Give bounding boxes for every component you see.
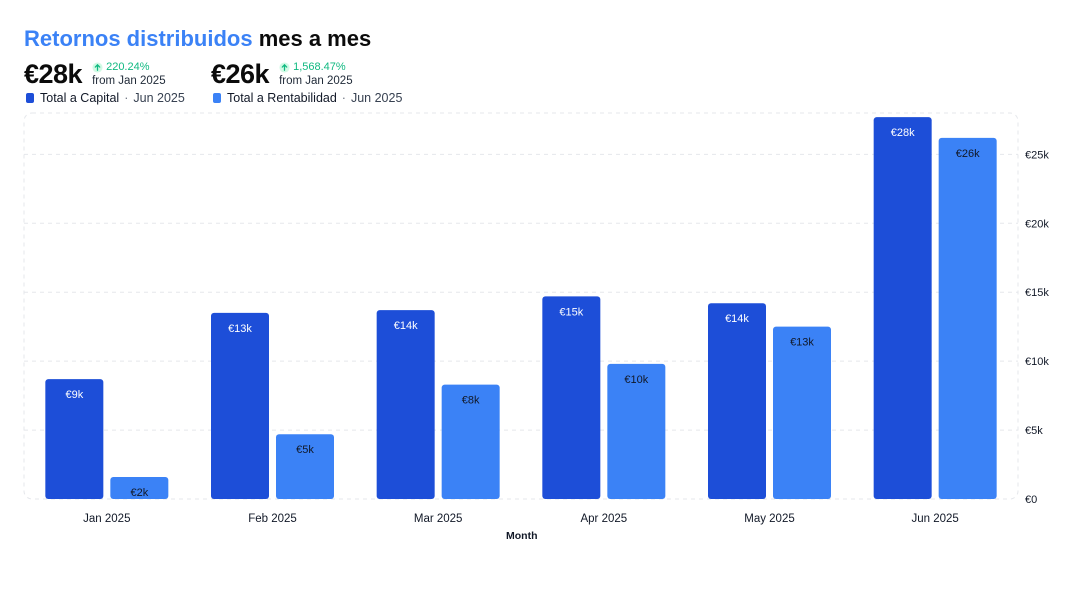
x-tick-label: May 2025 — [744, 513, 795, 525]
legend-label-capital: Total a Capital — [40, 91, 120, 105]
y-tick-label: €10k — [1025, 356, 1049, 368]
legend-period-capital: Jun 2025 — [133, 91, 185, 105]
bar-data-label: €15k — [559, 306, 583, 318]
x-tick-label: Mar 2025 — [414, 513, 463, 525]
bar-capital — [45, 379, 104, 499]
y-tick-label: €25k — [1025, 149, 1049, 161]
bar-rentabilidad — [441, 384, 500, 499]
legend-separator: · — [124, 91, 129, 105]
bar-rentabilidad — [938, 137, 997, 500]
bar-capital — [211, 312, 269, 499]
bar-rentabilidad — [773, 326, 831, 499]
chart-title-accent: Retornos distribuidos — [24, 26, 253, 51]
bar-data-label: €14k — [394, 320, 418, 332]
y-tick-label: €0 — [1025, 494, 1037, 506]
bar-capital — [873, 117, 932, 499]
bar-capital — [376, 310, 435, 499]
arrow-up-icon — [279, 61, 290, 73]
x-axis-title: Month — [506, 530, 538, 542]
y-tick-label: €15k — [1025, 287, 1049, 299]
x-tick-label: Jun 2025 — [912, 513, 959, 525]
chart-title-rest: mes a mes — [258, 26, 372, 51]
kpi-rentabilidad-change: 1,568.47% — [279, 60, 353, 74]
bar-data-label: €5k — [296, 444, 314, 456]
kpi-capital-value: €28k — [24, 59, 83, 89]
bar-rentabilidad — [276, 434, 334, 499]
kpi-rentabilidad-value: €26k — [211, 59, 270, 89]
bar-capital — [542, 296, 601, 499]
bar-data-label: €9k — [65, 389, 83, 401]
legend-swatch-capital — [26, 93, 34, 103]
x-tick-label: Apr 2025 — [580, 513, 627, 525]
bar-data-label: €8k — [462, 395, 480, 407]
chart-title: Retornos distribuidos mes a mes — [24, 26, 371, 52]
legend-swatch-rentabilidad — [213, 93, 221, 103]
legend-item-rentabilidad[interactable]: Total a Rentabilidad · Jun 2025 — [213, 91, 402, 105]
kpi-capital-change: 220.24% — [92, 60, 166, 74]
x-tick-label: Jan 2025 — [83, 513, 130, 525]
y-tick-label: €5k — [1025, 425, 1043, 437]
bar-data-label: €26k — [956, 148, 980, 160]
legend-period-rentabilidad: Jun 2025 — [350, 91, 403, 105]
legend-separator: · — [341, 91, 346, 105]
bar-data-label: €13k — [790, 337, 814, 349]
bar-capital — [708, 303, 766, 499]
plot-area — [23, 112, 1019, 500]
legend-item-capital[interactable]: Total a Capital · Jun 2025 — [26, 91, 185, 105]
bar-data-label: €13k — [228, 323, 252, 335]
kpi-rentabilidad-change-value: 1,568.47% — [293, 61, 346, 73]
bar-data-label: €10k — [624, 374, 648, 386]
bar-data-label: €14k — [725, 313, 749, 325]
bar-data-label: €28k — [891, 127, 915, 139]
y-tick-label: €20k — [1025, 218, 1049, 230]
kpi-rentabilidad: €26k 1,568.47% from Jan 2025 — [211, 59, 353, 89]
kpi-capital-change-value: 220.24% — [106, 61, 150, 73]
x-tick-label: Feb 2025 — [248, 513, 297, 525]
bar-rentabilidad — [110, 476, 169, 499]
bar-data-label: €2k — [130, 487, 148, 499]
legend-label-rentabilidad: Total a Rentabilidad — [227, 91, 337, 105]
bar-rentabilidad — [607, 363, 666, 499]
kpi-rentabilidad-from: from Jan 2025 — [279, 75, 353, 87]
arrow-up-icon — [92, 61, 103, 73]
kpi-capital-from: from Jan 2025 — [92, 75, 166, 87]
kpi-capital: €28k 220.24% from Jan 2025 — [24, 59, 166, 89]
